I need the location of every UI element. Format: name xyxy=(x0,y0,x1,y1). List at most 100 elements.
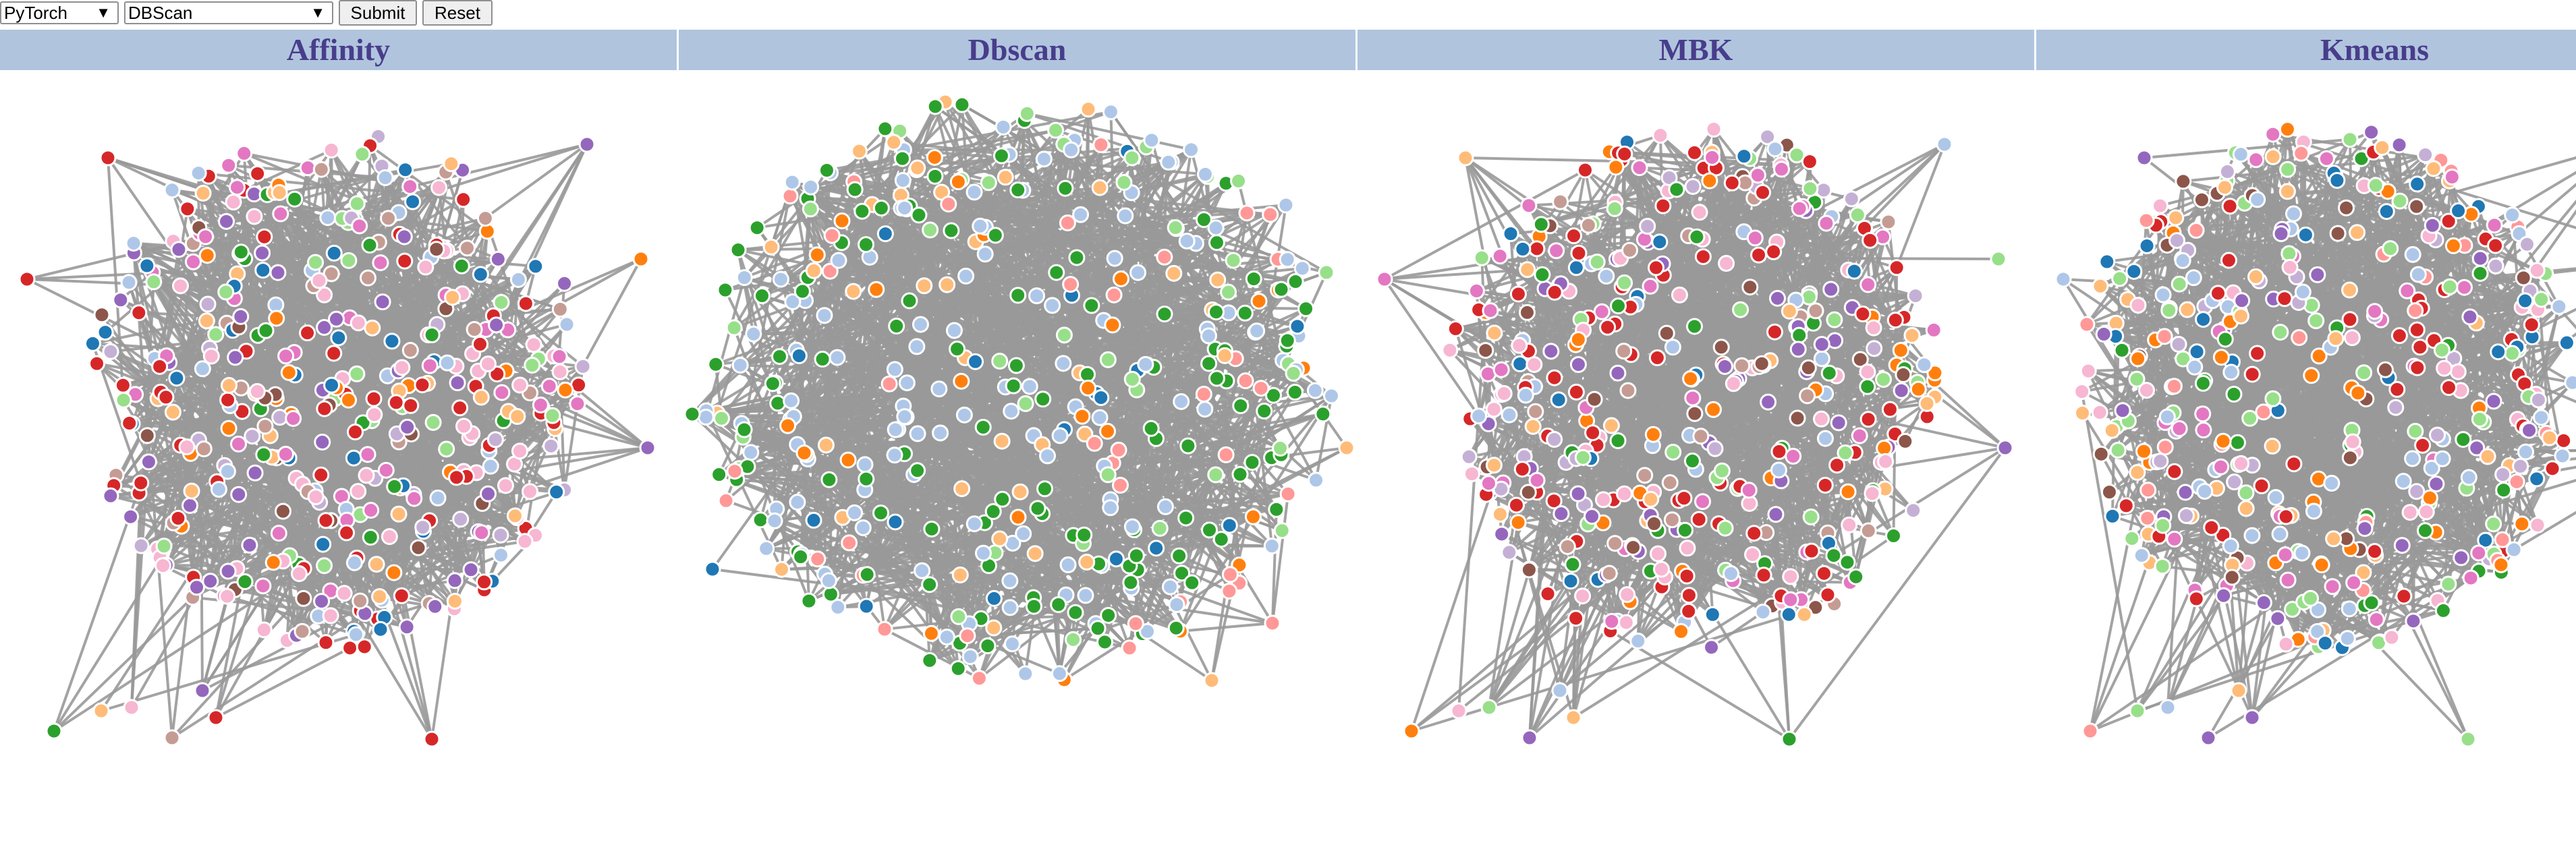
graph-node[interactable] xyxy=(1546,369,1563,386)
graph-node[interactable] xyxy=(264,554,282,571)
graph-node[interactable] xyxy=(1001,599,1019,616)
graph-node[interactable] xyxy=(1880,213,1897,231)
graph-node[interactable] xyxy=(1075,526,1093,544)
graph-node[interactable] xyxy=(809,550,827,568)
graph-node[interactable] xyxy=(548,484,565,501)
graph-node[interactable] xyxy=(1196,165,1214,183)
graph-node[interactable] xyxy=(1230,172,1248,190)
graph-node[interactable] xyxy=(725,319,743,337)
graph-node[interactable] xyxy=(950,608,968,625)
graph-node[interactable] xyxy=(1207,219,1225,237)
graph-node[interactable] xyxy=(84,335,101,352)
graph-node[interactable] xyxy=(330,329,347,347)
graph-node[interactable] xyxy=(428,241,445,258)
graph-node[interactable] xyxy=(348,365,366,382)
graph-node[interactable] xyxy=(1915,356,1933,374)
graph-node[interactable] xyxy=(910,206,928,224)
graph-node[interactable] xyxy=(452,511,470,528)
graph-node[interactable] xyxy=(1629,633,1647,650)
graph-node[interactable] xyxy=(1565,227,1583,245)
graph-node[interactable] xyxy=(779,417,797,434)
graph-node[interactable] xyxy=(886,361,903,378)
graph-node[interactable] xyxy=(96,324,114,341)
graph-node[interactable] xyxy=(1062,276,1080,293)
graph-node[interactable] xyxy=(735,421,753,438)
graph-node[interactable] xyxy=(122,508,140,525)
graph-node[interactable] xyxy=(1250,293,1268,310)
graph-node[interactable] xyxy=(979,637,997,655)
graph-node[interactable] xyxy=(1770,443,1788,461)
graph-node[interactable] xyxy=(1160,153,1177,171)
graph-node[interactable] xyxy=(396,252,414,270)
graph-node[interactable] xyxy=(731,356,749,374)
graph-node[interactable] xyxy=(179,200,196,218)
graph-node[interactable] xyxy=(45,722,63,740)
graph-node[interactable] xyxy=(1237,372,1254,390)
graph-node[interactable] xyxy=(569,395,586,413)
graph-node[interactable] xyxy=(955,406,973,424)
graph-node[interactable] xyxy=(1493,525,1511,543)
graph-node[interactable] xyxy=(1208,234,1225,252)
graph-node[interactable] xyxy=(976,245,994,263)
graph-node[interactable] xyxy=(940,196,957,213)
graph-node[interactable] xyxy=(380,210,397,227)
graph-node[interactable] xyxy=(506,507,524,525)
graph-node[interactable] xyxy=(386,477,403,495)
graph-node[interactable] xyxy=(472,335,489,353)
graph-node[interactable] xyxy=(188,579,206,596)
graph-node[interactable] xyxy=(198,247,216,264)
graph-node[interactable] xyxy=(1236,304,1254,322)
graph-node[interactable] xyxy=(1508,496,1525,514)
graph-node[interactable] xyxy=(1183,141,1200,158)
graph-node[interactable] xyxy=(88,355,106,372)
graph-node[interactable] xyxy=(1491,248,1509,265)
graph-node[interactable] xyxy=(772,270,789,288)
graph-node[interactable] xyxy=(314,535,332,553)
graph-node[interactable] xyxy=(1099,351,1117,368)
graph-node[interactable] xyxy=(1122,574,1140,591)
graph-node[interactable] xyxy=(908,338,926,355)
graph-node[interactable] xyxy=(939,276,956,293)
graph-node[interactable] xyxy=(184,253,202,270)
graph-node[interactable] xyxy=(236,573,254,590)
graph-node[interactable] xyxy=(349,483,367,500)
graph-node[interactable] xyxy=(1816,430,1834,447)
graph-node[interactable] xyxy=(157,388,175,406)
graph-node[interactable] xyxy=(1156,248,1173,266)
graph-node[interactable] xyxy=(340,391,358,409)
graph-node[interactable] xyxy=(1057,179,1074,197)
graph-node[interactable] xyxy=(1067,604,1084,621)
graph-node[interactable] xyxy=(1220,283,1237,301)
graph-node[interactable] xyxy=(729,241,747,259)
graph-node[interactable] xyxy=(255,446,273,463)
graph-node[interactable] xyxy=(1318,264,1335,281)
graph-node[interactable] xyxy=(1123,370,1141,388)
graph-node[interactable] xyxy=(316,557,333,575)
graph-node[interactable] xyxy=(1009,508,1027,526)
graph-node[interactable] xyxy=(497,477,514,494)
graph-node[interactable] xyxy=(1009,287,1027,304)
graph-node[interactable] xyxy=(984,502,1002,520)
graph-node[interactable] xyxy=(395,228,413,245)
graph-node[interactable] xyxy=(1195,211,1212,229)
graph-node[interactable] xyxy=(1007,357,1025,374)
graph-node[interactable] xyxy=(830,252,847,269)
graph-node[interactable] xyxy=(953,96,971,113)
graph-node[interactable] xyxy=(401,178,419,196)
graph-node[interactable] xyxy=(985,619,1003,637)
graph-node[interactable] xyxy=(1048,264,1065,281)
graph-node[interactable] xyxy=(448,469,466,486)
graph-node[interactable] xyxy=(921,576,939,593)
graph-node[interactable] xyxy=(225,194,242,211)
graph-node[interactable] xyxy=(1306,382,1324,399)
graph-node[interactable] xyxy=(926,98,944,115)
graph-node[interactable] xyxy=(1509,514,1527,531)
graph-node[interactable] xyxy=(1650,545,1667,562)
graph-node[interactable] xyxy=(1606,200,1623,217)
graph-node[interactable] xyxy=(853,202,871,220)
graph-node[interactable] xyxy=(244,428,261,445)
graph-node[interactable] xyxy=(178,438,196,456)
graph-node[interactable] xyxy=(340,252,358,269)
graph-node[interactable] xyxy=(232,308,250,325)
graph-node[interactable] xyxy=(345,554,363,571)
